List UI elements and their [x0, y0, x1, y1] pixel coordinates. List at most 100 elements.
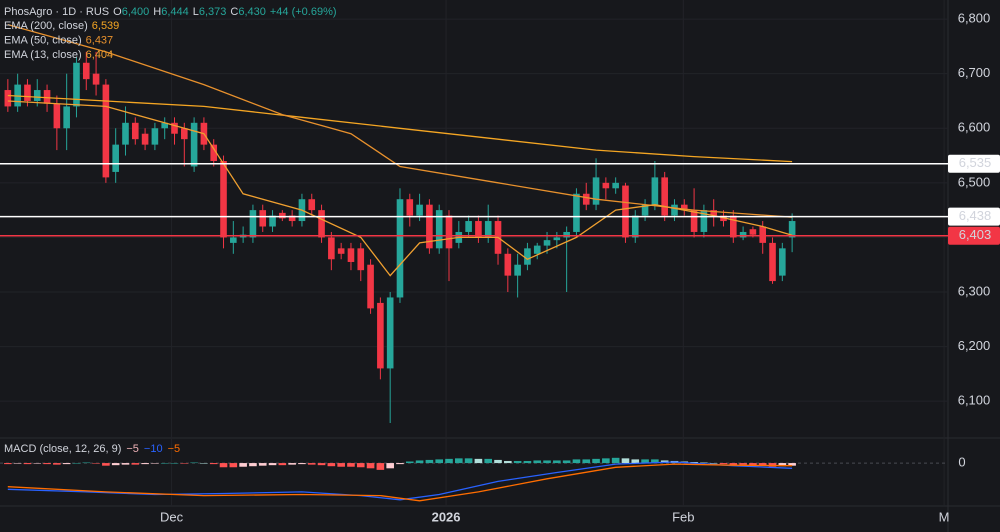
histogram-bar [778, 463, 787, 467]
histogram-bar [307, 463, 316, 465]
x-tick-label: Dec [160, 509, 184, 524]
price-level-tag [948, 207, 1000, 226]
histogram-bar [317, 463, 326, 466]
legend-entry: EMA (13, close) 6,404 [4, 49, 113, 61]
histogram-bar [651, 459, 659, 464]
histogram-bar [209, 463, 218, 465]
histogram-bar [631, 459, 640, 464]
candle-body [563, 231, 570, 238]
histogram-bar [288, 463, 296, 465]
candle-body [779, 248, 786, 276]
histogram-bar [151, 463, 159, 464]
histogram-bar [582, 459, 591, 464]
candle-body [700, 210, 708, 232]
candle-body [661, 177, 668, 216]
ema-line [7, 23, 793, 218]
candle-body [43, 90, 51, 104]
legend-name: EMA (200, close) [4, 20, 88, 32]
candle-body [475, 221, 482, 238]
header: PhosAgro · 1D · RUS O6,400 H6,444 L6,373 C6,… [4, 6, 337, 18]
histogram-bar [386, 463, 394, 469]
candle-body [396, 199, 404, 298]
candle-body [122, 122, 129, 145]
candle-body [406, 199, 414, 216]
histogram-bar [366, 463, 375, 469]
histogram-bar [739, 463, 747, 465]
histogram-bar [229, 463, 238, 468]
histogram-bar [258, 463, 267, 466]
candle-body [631, 215, 639, 238]
y-tick-label: 6,600 [958, 120, 991, 135]
legend-entry: EMA (200, close) 6,539 [4, 20, 119, 32]
candle-body [33, 90, 41, 101]
histogram-bar [33, 463, 42, 464]
histogram-bar [180, 463, 189, 464]
histogram-bar [43, 463, 51, 465]
x-tick-label: Feb [672, 509, 694, 524]
candle-body [612, 182, 619, 189]
histogram-bar [455, 458, 463, 464]
histogram-bar [298, 463, 306, 465]
y-tick-label: 6,200 [958, 338, 991, 353]
histogram-bar [219, 463, 228, 468]
histogram-bar [425, 459, 434, 464]
candle-body [190, 122, 198, 167]
candle-body [53, 103, 61, 129]
candle-body [622, 185, 629, 238]
legend-value: 6,437 [86, 34, 114, 46]
candle-body [730, 215, 737, 238]
candle-body [131, 122, 139, 140]
histogram-bar [494, 459, 502, 464]
candle-body [347, 248, 355, 262]
candle-body [102, 84, 110, 178]
macd-line [7, 461, 793, 501]
histogram-bar [13, 463, 22, 464]
histogram-bar [160, 463, 169, 464]
candle-body [161, 122, 168, 129]
candle-body [573, 193, 580, 232]
histogram-bar [82, 462, 91, 464]
ohlc-value: 6,430 [238, 6, 266, 18]
histogram-bar [62, 463, 71, 465]
histogram-bar [592, 458, 600, 464]
histogram-bar [700, 462, 708, 464]
legend-name: EMA (50, close) [4, 34, 82, 46]
histogram-bar [102, 463, 110, 466]
candle-body [602, 182, 610, 189]
histogram-bar [611, 457, 620, 464]
y-tick-label: 0 [958, 455, 965, 470]
ohlc-value: 6,373 [199, 6, 227, 18]
histogram-bar [749, 463, 757, 466]
y-tick-label: 6,800 [958, 11, 991, 26]
candle-body [759, 226, 767, 243]
price-level-tag [948, 154, 1000, 173]
candle-body [739, 231, 747, 238]
macd-legend: MACD (close, 12, 26, 9) −5 −10 −5 [4, 443, 180, 455]
histogram-bar [278, 463, 287, 466]
histogram-bar [513, 460, 522, 464]
candle-body [141, 133, 149, 145]
histogram-bar [572, 459, 581, 464]
histogram-bar [641, 459, 649, 464]
macd-value: −5 [168, 443, 181, 455]
candle-body [220, 161, 227, 238]
histogram-bar [170, 463, 179, 464]
candle-body [690, 210, 698, 232]
candle-body [543, 240, 551, 246]
histogram-bar [405, 461, 414, 464]
histogram-bar [788, 463, 796, 466]
legend-value: 6,539 [92, 20, 120, 32]
ohlc-key: H [153, 6, 161, 18]
histogram-bar [268, 463, 277, 466]
candle-body [82, 62, 90, 80]
candle-body [386, 297, 394, 369]
ohlc-key: C [230, 6, 238, 18]
histogram-bar [484, 458, 493, 464]
histogram-bar [23, 463, 32, 465]
ohlc-value: 6,400 [122, 6, 150, 18]
price-level-label: 6,438 [959, 208, 992, 223]
histogram-bar [141, 463, 149, 465]
histogram-bar [690, 462, 698, 464]
candle-body [337, 248, 345, 254]
histogram-bar [337, 463, 345, 467]
